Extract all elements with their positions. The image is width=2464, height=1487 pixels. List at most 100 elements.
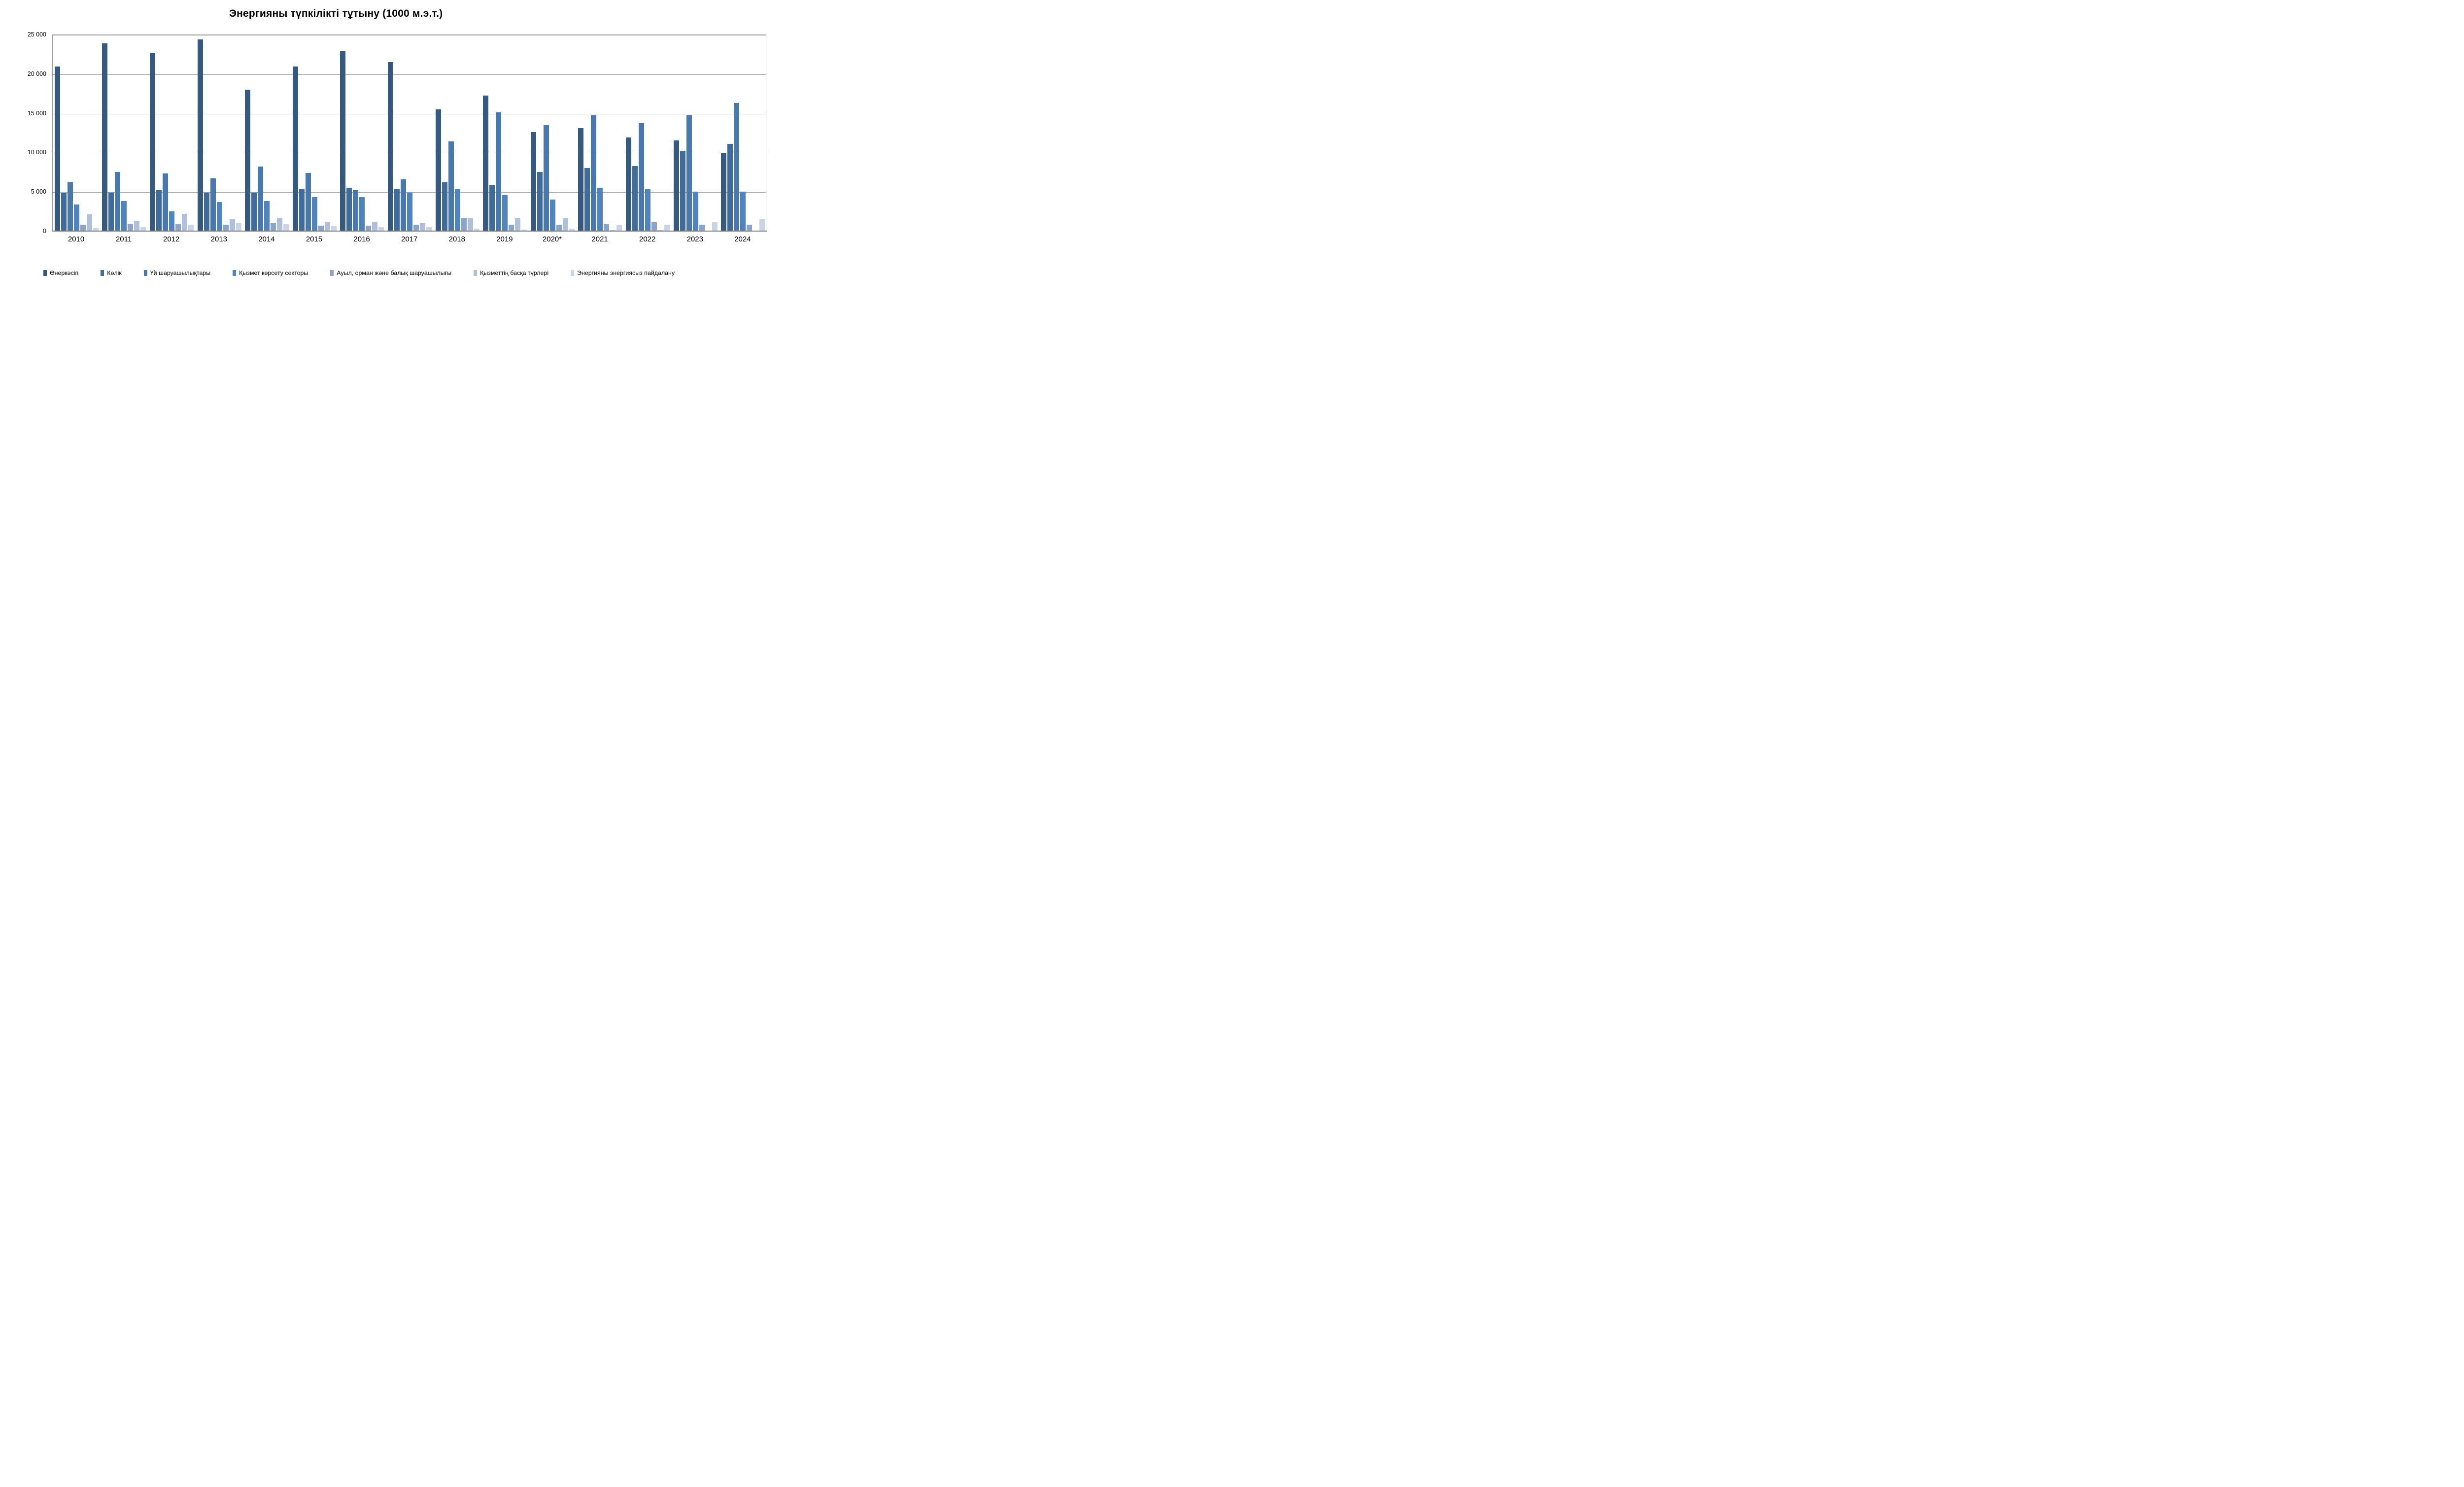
bar: [93, 228, 99, 231]
bar: [426, 227, 432, 231]
bar-group: [53, 35, 101, 231]
bar: [448, 141, 454, 231]
bar: [413, 225, 419, 231]
gridline: [53, 192, 766, 193]
chart-title: Энергияны түпкілікті тұтыну (1000 м.э.т.…: [229, 8, 443, 19]
bar: [673, 140, 679, 231]
bar: [271, 223, 276, 231]
legend-swatch: [233, 270, 237, 276]
bar: [299, 189, 305, 231]
bar: [591, 115, 597, 231]
bar: [578, 128, 584, 231]
y-axis-tick-label: 20 000: [27, 70, 46, 77]
bar: [474, 229, 479, 231]
x-axis-year-label: 2023: [686, 235, 703, 243]
legend-item: Көлік: [101, 270, 122, 276]
bar: [181, 214, 187, 231]
bar-group: [577, 35, 624, 231]
bar-group: [148, 35, 196, 231]
x-axis-year-label: 2017: [401, 235, 418, 243]
bar: [461, 218, 467, 231]
bar: [496, 112, 502, 231]
bar: [521, 230, 527, 231]
bar: [759, 219, 765, 231]
bar: [80, 225, 86, 231]
bar: [489, 185, 495, 231]
bar: [277, 218, 283, 231]
bar-group: [196, 35, 243, 231]
legend-label: Қызметтің басқа түрлері: [480, 270, 549, 276]
bar: [305, 173, 311, 231]
legend-swatch: [474, 270, 478, 276]
bar: [204, 193, 209, 231]
y-axis-tick-label: 10 000: [27, 149, 46, 156]
bar-group: [624, 35, 672, 231]
bar: [435, 109, 441, 231]
bar: [121, 201, 127, 231]
bar: [115, 172, 121, 231]
bar: [680, 151, 685, 231]
x-axis-year-label: 2020*: [542, 235, 562, 243]
legend: Өнеркәсіп Көлік Үй шаруашылықтары Қызмет кө…: [43, 270, 675, 276]
x-axis-year-label: 2024: [734, 235, 751, 243]
bar: [394, 189, 400, 231]
bar: [569, 229, 575, 231]
legend-label: Көлік: [107, 270, 122, 276]
legend-item: Қызмет көрсету секторы: [233, 270, 308, 276]
legend-item: Ауыл, орман және балық шаруашылығы: [330, 270, 451, 276]
bar: [721, 153, 727, 231]
legend-label: Қызмет көрсету секторы: [239, 270, 308, 276]
bar: [331, 226, 337, 231]
y-axis-tick-label: 15 000: [27, 109, 46, 117]
bar: [251, 193, 257, 231]
bar: [134, 221, 140, 231]
bar: [102, 43, 108, 231]
bar: [108, 193, 114, 231]
bar: [712, 222, 718, 231]
bar-group: [481, 35, 529, 231]
legend-swatch: [143, 270, 147, 276]
bar: [140, 227, 146, 231]
bar: [543, 125, 549, 231]
bar: [210, 178, 216, 231]
bar: [156, 190, 162, 231]
bar: [686, 115, 692, 231]
legend-label: Үй шаруашылықтары: [150, 270, 211, 276]
bar: [502, 195, 508, 231]
x-axis-year-label: 2021: [591, 235, 608, 243]
bar: [245, 90, 251, 231]
bar: [86, 214, 92, 231]
gridline: [53, 74, 766, 75]
bar: [400, 179, 406, 231]
bar: [236, 223, 241, 231]
bar: [747, 225, 753, 231]
bar: [454, 189, 460, 231]
bar-group: [672, 35, 719, 231]
legend-label: Ауыл, орман және балық шаруашылығы: [337, 270, 452, 276]
x-axis-year-label: 2011: [115, 235, 132, 243]
bar: [197, 39, 203, 231]
bar: [651, 222, 657, 231]
legend-item: Энергияны энергиясыз пайдалану: [571, 270, 675, 276]
bar: [318, 226, 324, 231]
bar: [359, 197, 365, 231]
bar-group: [434, 35, 481, 231]
bar: [61, 193, 67, 231]
bar: [632, 166, 638, 231]
bar: [604, 224, 610, 231]
bar: [353, 190, 359, 231]
bar: [597, 188, 603, 231]
bar: [556, 225, 562, 231]
bar-group: [291, 35, 339, 231]
bar: [372, 222, 378, 231]
bar: [616, 225, 622, 231]
bar-group: [339, 35, 386, 231]
legend-swatch: [330, 270, 334, 276]
bar: [216, 202, 222, 231]
legend-swatch: [571, 270, 575, 276]
x-axis-year-label: 2015: [306, 235, 323, 243]
x-axis-year-label: 2013: [210, 235, 227, 243]
bar: [734, 103, 740, 231]
bar-group: [719, 35, 767, 231]
bar: [346, 188, 352, 231]
